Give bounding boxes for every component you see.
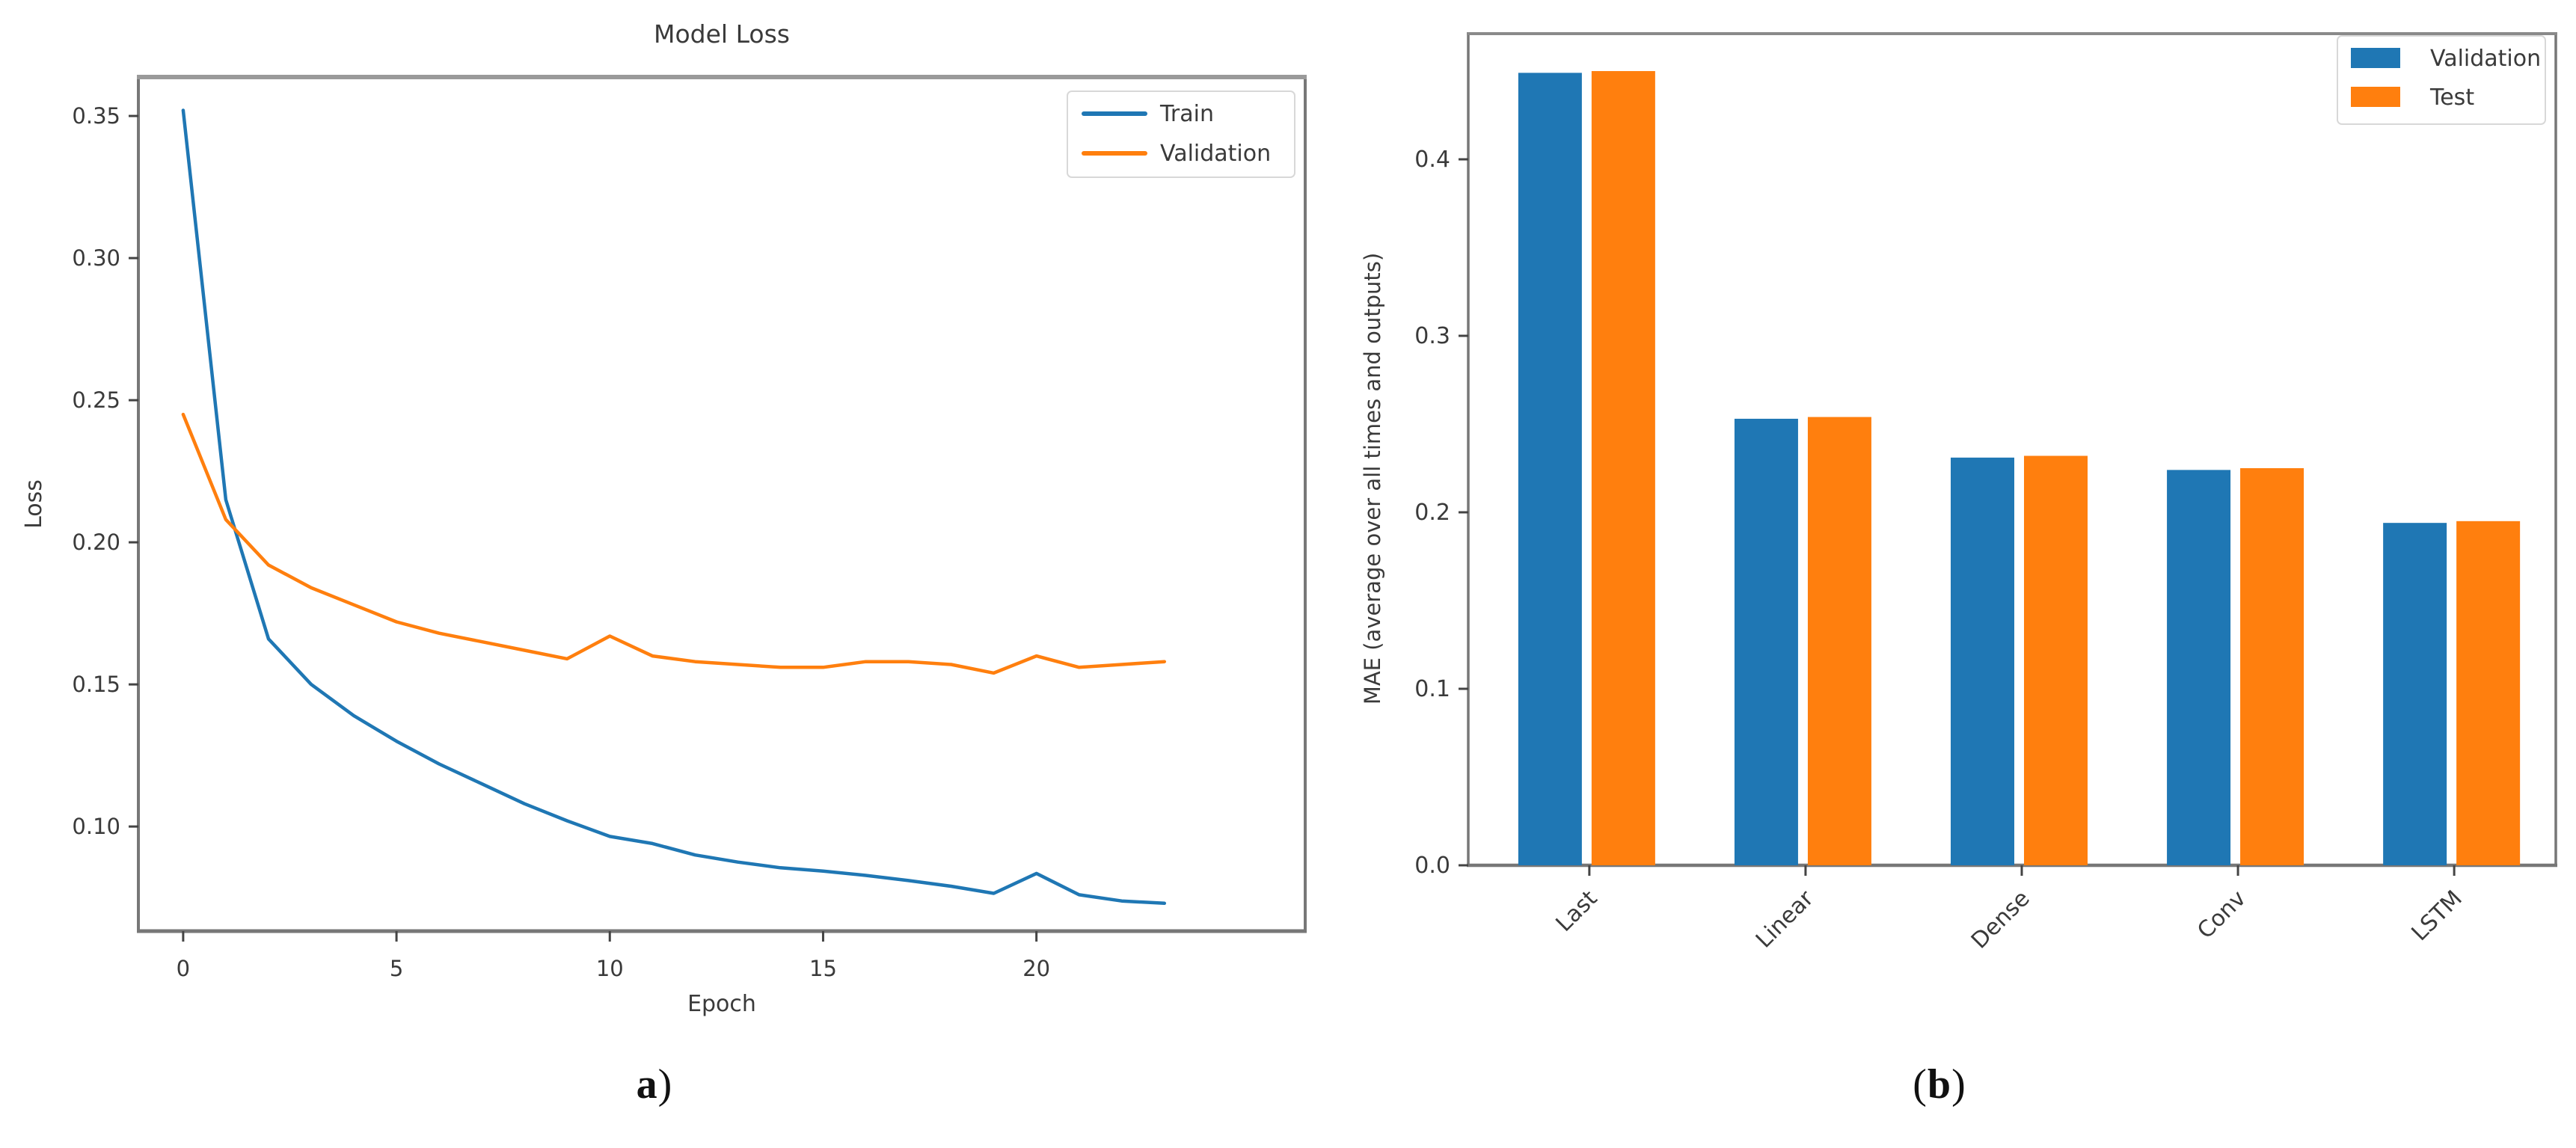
caption-b: (b) — [1842, 1060, 2037, 1108]
y-tick-label: 0.25 — [72, 387, 120, 413]
x-tick-label: 5 — [390, 956, 403, 981]
legend-label-validation: Validation — [2430, 46, 2541, 72]
x-tick-label-linear: Linear — [1751, 885, 1819, 953]
x-tick-label-dense: Dense — [1966, 885, 2035, 954]
test-bar-conv — [2240, 468, 2304, 865]
caption-a-letter: a — [636, 1061, 658, 1108]
legend-label-test: Test — [2429, 85, 2474, 111]
mae-bar-chart: 0.0 0.1 0.2 0.3 0.4 Last Linear Dense Conv LSTM MA… — [1360, 32, 2557, 954]
legend-label-validation: Validation — [1160, 141, 1271, 167]
x-tick-label: 0 — [177, 956, 190, 981]
legend-swatch-test — [2351, 87, 2400, 107]
y-tick-label: 0.4 — [1414, 147, 1450, 173]
validation-bar-last — [1518, 73, 1582, 865]
y-tick-label: 0.35 — [72, 103, 120, 129]
legend-label-train: Train — [1159, 101, 1214, 127]
validation-bar-linear — [1734, 418, 1798, 865]
x-tick-label-lstm: LSTM — [2407, 885, 2468, 946]
y-axis-label: Loss — [21, 479, 47, 529]
y-tick-label: 0.0 — [1414, 853, 1450, 879]
y-tick-label: 0.10 — [72, 814, 120, 839]
test-bar-lstm — [2456, 521, 2521, 865]
x-axis-label: Epoch — [687, 991, 756, 1017]
test-bar-last — [1591, 71, 1655, 866]
caption-b-post: ) — [1951, 1061, 1966, 1108]
caption-b-pre: ( — [1913, 1061, 1928, 1108]
validation-line — [181, 412, 1167, 675]
y-tick-label: 0.2 — [1414, 500, 1450, 526]
validation-bar-dense — [1951, 457, 2015, 865]
test-bar-linear — [1807, 417, 1871, 865]
x-tick-label: 20 — [1022, 956, 1050, 981]
x-tick-label-conv: Conv — [2192, 885, 2251, 945]
test-bar-dense — [2024, 455, 2088, 865]
train-line — [181, 108, 1167, 906]
y-tick-label: 0.15 — [72, 672, 120, 697]
y-tick-label: 0.30 — [72, 245, 120, 271]
y-tick-label: 0.3 — [1414, 323, 1450, 349]
x-tick-label: 10 — [596, 956, 624, 981]
x-tick-label-last: Last — [1551, 885, 1603, 937]
chart-title: Model Loss — [654, 19, 790, 49]
y-axis-label: MAE (average over all times and outputs) — [1360, 253, 1385, 705]
caption-a: a) — [557, 1060, 752, 1108]
y-tick-label: 0.1 — [1414, 676, 1450, 702]
loss-line-chart: 0.10 0.15 0.20 0.25 0.30 0.35 0 5 10 15 20 Model Lo… — [21, 19, 1307, 1017]
caption-a-post: ) — [657, 1061, 673, 1108]
y-tick-label: 0.20 — [72, 530, 120, 555]
validation-bar-conv — [2167, 470, 2231, 865]
x-tick-label: 15 — [809, 956, 837, 981]
caption-b-letter: b — [1927, 1061, 1952, 1108]
legend-swatch-validation — [2351, 48, 2400, 68]
validation-bar-lstm — [2383, 523, 2447, 865]
